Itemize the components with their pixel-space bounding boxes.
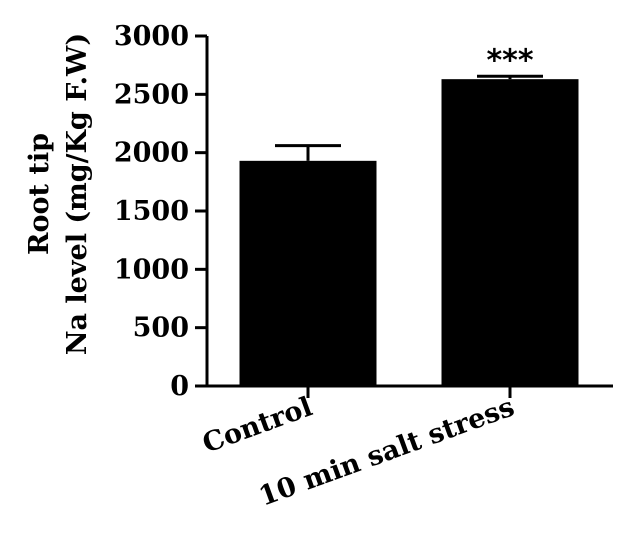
y-axis-ticks: 0 500 1000 1500 2000 2500 3000: [114, 21, 207, 402]
y-tick-label: 1000: [114, 254, 189, 285]
y-axis-label-line-1: Root tip: [24, 133, 55, 255]
y-tick-label: 2500: [114, 79, 189, 110]
y-tick-label: 3000: [114, 21, 189, 52]
y-tick-label: 0: [170, 371, 189, 402]
y-axis-label: Root tip Na level (mg/Kg F.W): [24, 33, 93, 355]
bar: [239, 160, 377, 386]
bar: [441, 79, 579, 387]
y-tick-label: 500: [133, 313, 189, 344]
y-tick-label: 2000: [114, 138, 189, 169]
significance-annotation: ***: [486, 43, 533, 78]
bars: ***: [239, 43, 579, 398]
x-tick-label: Control: [199, 391, 317, 459]
y-tick-label: 1500: [114, 196, 189, 227]
y-axis-label-line-2: Na level (mg/Kg F.W): [62, 33, 93, 355]
